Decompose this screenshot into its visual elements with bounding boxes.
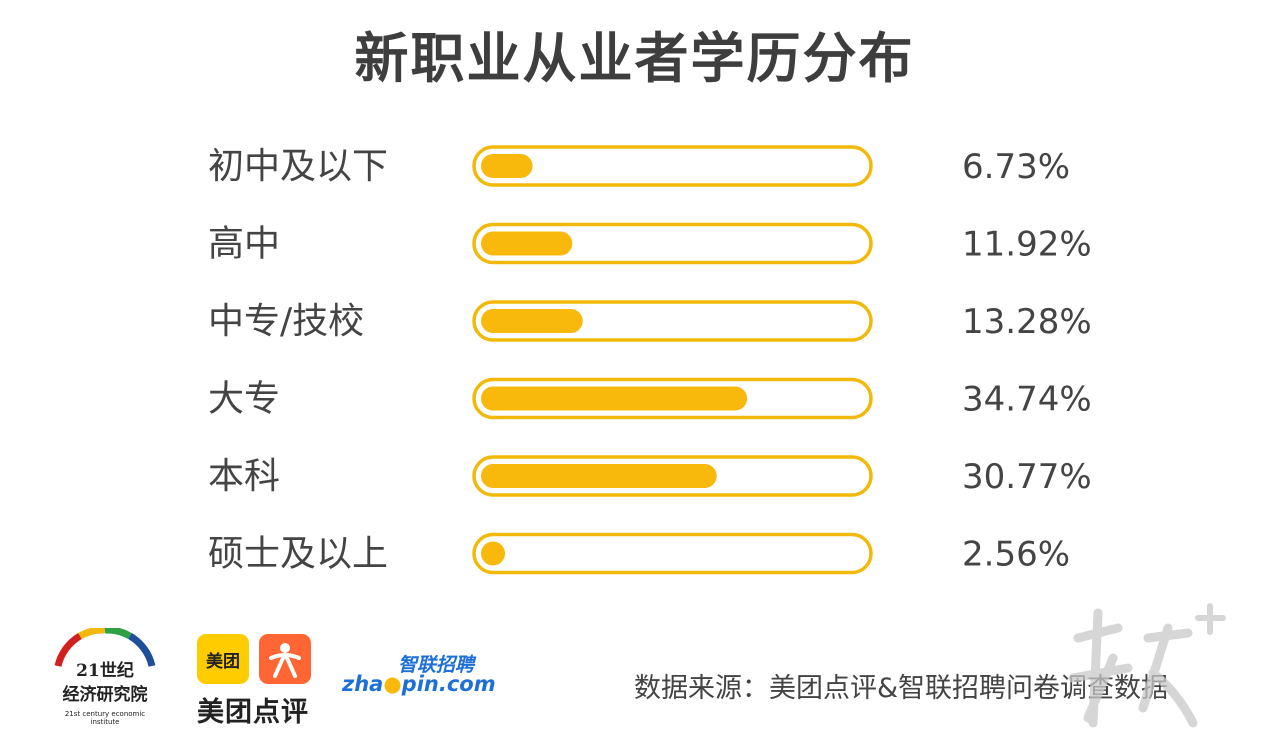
category-label: 硕士及以上: [208, 534, 388, 575]
bar: [481, 231, 573, 256]
bar-chart: 初中及以下 6.73% 高中 11.92% 中专/技校 13.28% 大专 34.74% 本科 3…: [208, 145, 1092, 575]
bar-track: [472, 222, 873, 265]
institute-subname: 经济研究院: [62, 685, 148, 705]
watermark-icon: [1068, 603, 1226, 728]
category-label: 高中: [208, 224, 280, 265]
zhaopin-en: zha●pin.com: [342, 672, 496, 696]
category-label: 本科: [208, 456, 280, 497]
zhaopin-en-prefix: zha: [342, 672, 384, 696]
bar: [481, 154, 533, 178]
value-label: 30.77%: [962, 457, 1092, 497]
value-label: 34.74%: [962, 380, 1092, 420]
bar: [481, 541, 505, 566]
bar-track: [472, 145, 873, 187]
value-label: 13.28%: [962, 302, 1092, 342]
meituan-logo: 美团 美团点评: [197, 634, 317, 728]
value-label: 2.56%: [962, 535, 1070, 575]
category-label: 初中及以下: [208, 146, 388, 187]
institute-logo: 21世纪 经济研究院 21st century economic institu…: [50, 628, 160, 728]
meituan-name: 美团点评: [197, 697, 309, 728]
zhaopin-logo: 智联招聘 zha●pin.com: [342, 650, 502, 700]
value-label: 6.73%: [962, 147, 1070, 187]
arc-icon: [54, 628, 156, 667]
bar-track: [472, 532, 873, 575]
watermark-logo: [1058, 598, 1228, 738]
institute-name: 21世纪: [76, 661, 134, 681]
bar: [481, 386, 748, 411]
zhaopin-dot-icon: ●: [383, 672, 402, 696]
chart-title: 新职业从业者学历分布: [354, 27, 915, 90]
meituan-badge: 美团: [197, 634, 249, 684]
zhaopin-cn: 智联招聘: [398, 654, 475, 676]
dianping-icon: [259, 634, 311, 684]
bar: [481, 309, 583, 333]
zhaopin-en-suffix: pin.com: [401, 672, 496, 696]
bar: [481, 464, 717, 488]
category-label: 大专: [208, 379, 280, 420]
institute-english: 21st century economic institute: [64, 710, 146, 726]
value-label: 11.92%: [962, 225, 1092, 265]
category-label: 中专/技校: [208, 301, 364, 342]
